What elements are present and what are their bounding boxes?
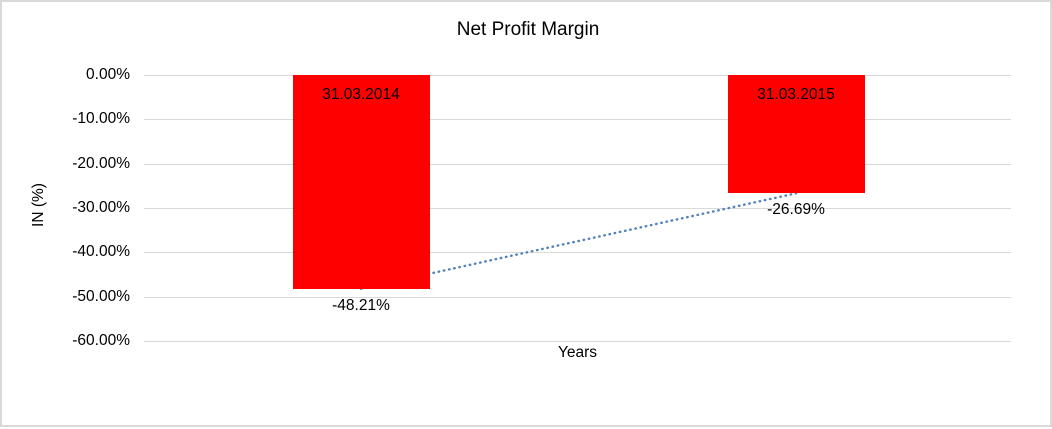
bar-category-label: 31.03.2014: [322, 86, 400, 103]
y-tick-label: -20.00%: [72, 154, 130, 172]
y-tick-label: 0.00%: [86, 66, 130, 83]
gridline: [144, 341, 1011, 342]
y-tick-label: -40.00%: [72, 243, 130, 261]
bar-2015: 31.03.2015: [727, 75, 865, 194]
chart-title: Net Profit Margin: [456, 19, 600, 40]
x-axis-title: Years: [557, 344, 598, 361]
y-tick-label: -50.00%: [72, 287, 130, 305]
bar-2014: 31.03.2014: [292, 75, 430, 289]
bar-value-label: -48.21%: [332, 296, 390, 314]
y-tick-label: -60.00%: [72, 332, 130, 349]
gridline: [144, 119, 1011, 121]
y-axis-title: IN (%): [30, 183, 47, 227]
y-tick-label: -10.00%: [72, 110, 130, 128]
bar-value-label: -26.69%: [767, 201, 825, 219]
gridline: [144, 75, 1011, 76]
y-tick-label: -30.00%: [72, 199, 130, 216]
bar-category-label: 31.03.2015: [757, 86, 835, 103]
gridline: [144, 296, 1011, 298]
gridline: [144, 163, 1011, 165]
gridline: [144, 208, 1011, 209]
gridline: [144, 252, 1011, 254]
